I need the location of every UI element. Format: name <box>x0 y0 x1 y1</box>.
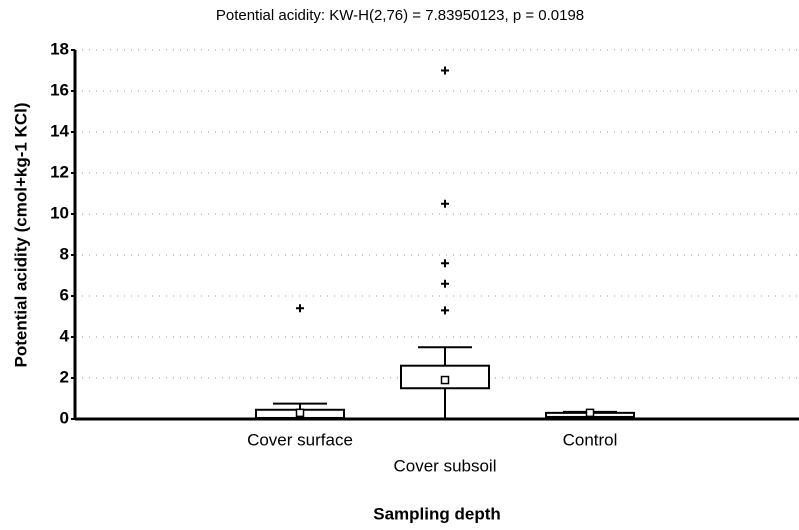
x-tick-label: Cover surface <box>247 430 353 449</box>
y-tick-label: 2 <box>60 367 69 386</box>
x-tick-label: Cover subsoil <box>394 456 497 475</box>
y-tick-label: 14 <box>50 121 69 140</box>
y-tick-label: 4 <box>60 326 70 345</box>
y-axis-label: Potential acidity (cmol+kg-1 KCl) <box>11 103 30 368</box>
y-tick-label: 18 <box>50 39 69 58</box>
outlier <box>441 279 449 288</box>
x-tick-label: Control <box>563 430 618 449</box>
median-marker <box>295 408 305 418</box>
outlier <box>441 199 449 208</box>
y-tick-label: 0 <box>60 408 69 427</box>
outlier <box>441 66 449 75</box>
outlier <box>441 306 449 315</box>
x-axis-label: Sampling depth <box>373 504 501 523</box>
outlier <box>296 304 304 313</box>
y-tick-label: 8 <box>60 244 69 263</box>
outlier <box>441 259 449 268</box>
y-tick-label: 12 <box>50 162 69 181</box>
median-marker <box>585 408 595 418</box>
y-tick-label: 10 <box>50 203 69 222</box>
y-tick-label: 16 <box>50 80 69 99</box>
chart-title: Potential acidity: KW-H(2,76) = 7.839501… <box>216 7 584 24</box>
y-tick-label: 6 <box>60 285 69 304</box>
median-marker <box>440 375 450 385</box>
